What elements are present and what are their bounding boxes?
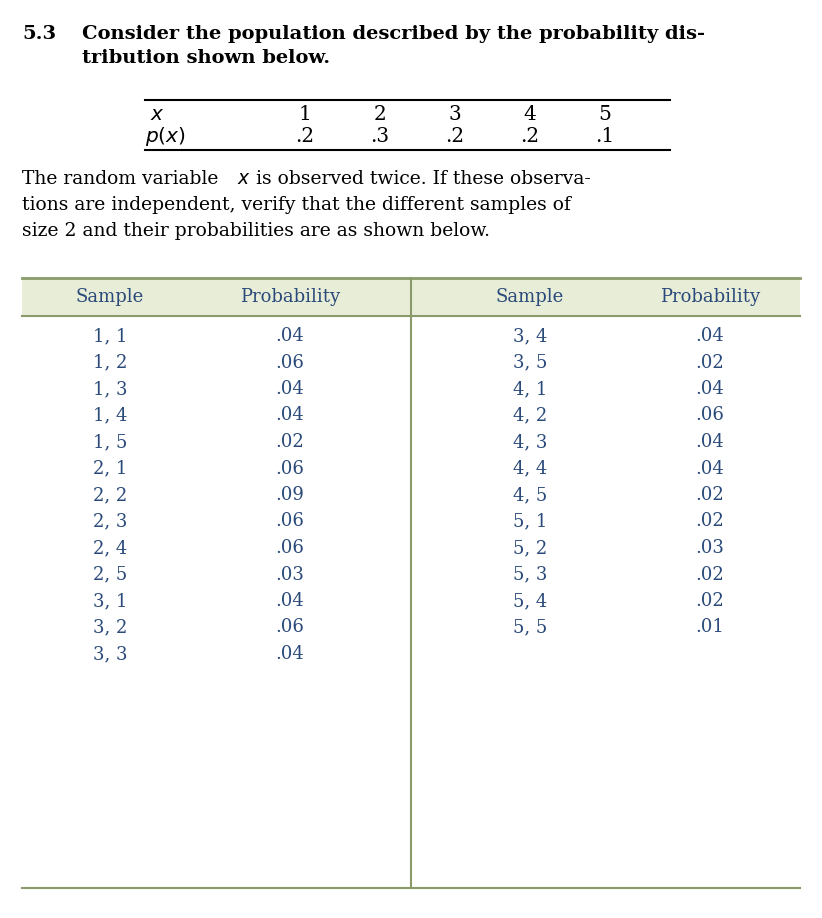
Text: .06: .06 — [275, 512, 304, 531]
Text: .03: .03 — [275, 565, 304, 584]
Text: .02: .02 — [275, 433, 304, 451]
Text: .2: .2 — [446, 127, 464, 145]
Text: .06: .06 — [695, 407, 724, 424]
Text: 5, 3: 5, 3 — [513, 565, 547, 584]
Text: Consider the population described by the probability dis-: Consider the population described by the… — [82, 25, 705, 43]
Text: .04: .04 — [275, 592, 304, 610]
Text: 1: 1 — [298, 105, 312, 124]
Text: 2, 3: 2, 3 — [93, 512, 127, 531]
Text: 1, 3: 1, 3 — [93, 380, 127, 398]
Text: 2, 4: 2, 4 — [93, 539, 127, 557]
Text: .04: .04 — [275, 380, 304, 398]
Text: .02: .02 — [695, 353, 724, 372]
Text: .04: .04 — [275, 327, 304, 345]
Text: 3, 3: 3, 3 — [93, 645, 127, 663]
Text: 4, 5: 4, 5 — [513, 486, 547, 504]
Text: .06: .06 — [275, 619, 304, 636]
Text: 4, 4: 4, 4 — [513, 460, 547, 477]
Text: 5, 2: 5, 2 — [513, 539, 547, 557]
Text: 2, 5: 2, 5 — [93, 565, 127, 584]
Text: tions are independent, verify that the different samples of: tions are independent, verify that the d… — [22, 196, 570, 214]
Text: 4: 4 — [524, 105, 537, 124]
Text: 5, 5: 5, 5 — [513, 619, 547, 636]
Text: .04: .04 — [695, 380, 724, 398]
Text: .04: .04 — [695, 433, 724, 451]
Text: tribution shown below.: tribution shown below. — [82, 49, 330, 67]
Text: .06: .06 — [275, 460, 304, 477]
Text: .1: .1 — [595, 127, 615, 145]
Text: .04: .04 — [275, 407, 304, 424]
Text: is observed twice. If these observa-: is observed twice. If these observa- — [250, 170, 591, 188]
Text: 5, 4: 5, 4 — [513, 592, 547, 610]
Text: Probability: Probability — [240, 288, 340, 306]
Text: 4, 3: 4, 3 — [513, 433, 547, 451]
Text: 2: 2 — [374, 105, 386, 124]
Text: Sample: Sample — [76, 288, 144, 306]
Text: .04: .04 — [695, 327, 724, 345]
Text: .09: .09 — [275, 486, 304, 504]
Text: .02: .02 — [695, 512, 724, 531]
Text: The random variable: The random variable — [22, 170, 224, 188]
Text: 2, 1: 2, 1 — [93, 460, 127, 477]
Text: 3, 4: 3, 4 — [513, 327, 547, 345]
Text: 1, 1: 1, 1 — [93, 327, 127, 345]
Text: Sample: Sample — [496, 288, 564, 306]
Text: .02: .02 — [695, 486, 724, 504]
Text: .3: .3 — [371, 127, 390, 145]
Text: 1, 2: 1, 2 — [93, 353, 127, 372]
Text: .02: .02 — [695, 592, 724, 610]
Text: 3, 5: 3, 5 — [513, 353, 547, 372]
Text: 1, 5: 1, 5 — [93, 433, 127, 451]
Text: $x$: $x$ — [150, 105, 164, 124]
Text: .04: .04 — [695, 460, 724, 477]
Text: 4, 1: 4, 1 — [513, 380, 547, 398]
Text: 3, 1: 3, 1 — [93, 592, 127, 610]
Text: .06: .06 — [275, 539, 304, 557]
Text: .01: .01 — [695, 619, 724, 636]
Text: 5: 5 — [598, 105, 612, 124]
Text: 5, 1: 5, 1 — [513, 512, 547, 531]
Text: 5.3: 5.3 — [22, 25, 56, 43]
Text: 3: 3 — [449, 105, 461, 124]
Text: .2: .2 — [520, 127, 539, 145]
Text: .04: .04 — [275, 645, 304, 663]
Bar — [22, 278, 800, 316]
Text: .03: .03 — [695, 539, 724, 557]
Text: 1, 4: 1, 4 — [93, 407, 127, 424]
Text: .02: .02 — [695, 565, 724, 584]
Text: size 2 and their probabilities are as shown below.: size 2 and their probabilities are as sh… — [22, 222, 490, 240]
Text: 2, 2: 2, 2 — [93, 486, 127, 504]
Text: $p(x)$: $p(x)$ — [145, 125, 186, 148]
Text: .06: .06 — [275, 353, 304, 372]
Text: $x$: $x$ — [237, 170, 251, 188]
Text: Probability: Probability — [660, 288, 760, 306]
Text: .2: .2 — [295, 127, 315, 145]
Text: 3, 2: 3, 2 — [93, 619, 127, 636]
Text: 4, 2: 4, 2 — [513, 407, 547, 424]
